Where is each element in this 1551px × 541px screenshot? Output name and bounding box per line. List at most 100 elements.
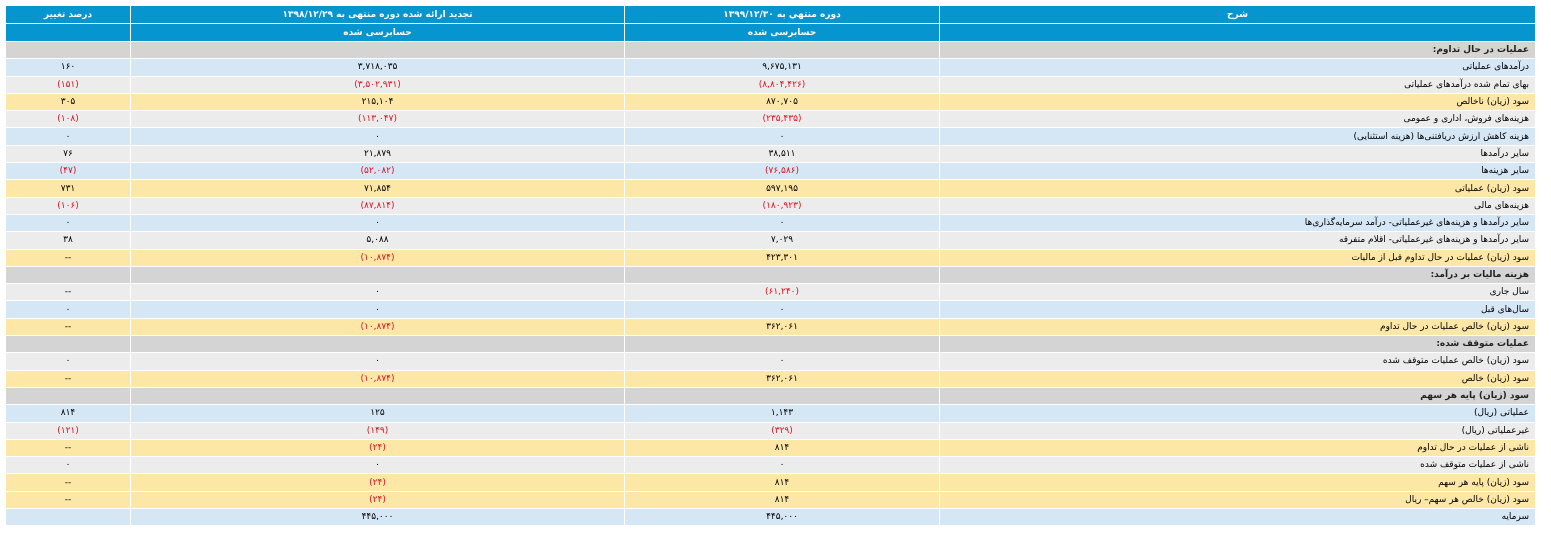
row-current-value: ۵۹۷,۱۹۵ — [624, 179, 940, 198]
row-previous-value — [130, 40, 625, 60]
header-current-status: حسابرسی شده — [624, 23, 940, 42]
row-current-value: ۰ — [624, 456, 940, 475]
row-change-percent: ۰ — [5, 456, 131, 475]
row-description: سرمايه — [939, 508, 1536, 527]
row-change-percent: -- — [5, 473, 131, 492]
header-current-period: دوره منتهي به ۱۳۹۹/۱۲/۳۰ — [624, 5, 940, 24]
table-row: سود (زيان) خالص عمليات متوقف شده ۰ ۰ ۰ — [5, 352, 1536, 371]
row-current-value: (۸,۸۰۴,۴۲۶) — [624, 75, 940, 94]
row-description: بهای تمام شده درآمدهای عملیاتی — [939, 75, 1536, 94]
table-row: بهای تمام شده درآمدهای عملیاتی (۸,۸۰۴,۴۲۶… — [5, 75, 1536, 94]
row-previous-value: ۰ — [130, 127, 625, 146]
row-description: هزينه‏‌هاى مالى — [939, 196, 1536, 215]
row-change-percent — [5, 265, 131, 285]
table-row: عملياتى (ريال) ۱,۱۴۳ ۱۲۵ ۸۱۴ — [5, 404, 1536, 423]
row-previous-value: (۲۴) — [130, 490, 625, 510]
row-current-value: ۰ — [624, 127, 940, 146]
row-previous-value: ۷۱,۸۵۴ — [130, 179, 625, 198]
row-previous-value: (۳,۵۰۲,۹۳۱) — [130, 75, 625, 94]
row-current-value — [624, 265, 940, 285]
row-change-percent: ۷۶ — [5, 144, 131, 164]
row-description: سود (زيان) خالص — [939, 369, 1536, 388]
row-previous-value: (۱۴۹) — [130, 421, 625, 440]
row-current-value: ۸۱۴ — [624, 473, 940, 492]
header-desc: شرح — [939, 5, 1536, 24]
row-current-value — [624, 386, 940, 406]
row-previous-value — [130, 386, 625, 406]
table-row: سرمايه ۴۴۵,۰۰۰ ۴۴۵,۰۰۰ — [5, 508, 1536, 527]
row-description: ساير درآمدها و هزينه‏‌هاى غيرعملياتى- اق… — [939, 231, 1536, 250]
section-header-row: هزينه ماليات بر درآمد: — [5, 265, 1536, 285]
row-previous-value: (۲۴) — [130, 438, 625, 458]
table-row: ساير درآمدها ۳۸,۵۱۱ ۲۱,۸۷۹ ۷۶ — [5, 144, 1536, 164]
row-description: سایر هزینه‌ها — [939, 162, 1536, 181]
row-change-percent: -- — [5, 248, 131, 267]
header-status-row: حسابرسی شده حسابرسی شده — [5, 23, 1536, 42]
row-current-value: (۳۲۹) — [624, 421, 940, 440]
row-current-value: (۲۳۵,۴۳۵) — [624, 110, 940, 129]
row-previous-value: (۱۰,۸۷۴) — [130, 369, 625, 388]
row-change-percent: -- — [5, 490, 131, 510]
row-current-value: ۴۴۵,۰۰۰ — [624, 508, 940, 527]
row-change-percent: ۸۱۴ — [5, 404, 131, 423]
row-description: ناشی از عملیات متوقف شده — [939, 456, 1536, 475]
row-description: عمليات متوقف شده: — [939, 335, 1536, 354]
header-change-percent: درصد تغییر — [5, 5, 131, 24]
row-change-percent: (۱۰۸) — [5, 110, 131, 129]
table-row: هزينه کاهش ارزش دريافتنى‏‌ها (هزينه استث… — [5, 127, 1536, 146]
row-description: ساير درآمدها — [939, 144, 1536, 164]
row-previous-value: ۴۴۵,۰۰۰ — [130, 508, 625, 527]
row-previous-value: (۲۴) — [130, 473, 625, 492]
row-change-percent: (۱۵۱) — [5, 75, 131, 94]
row-change-percent: (۱۰۶) — [5, 196, 131, 215]
table-row: سود (زيان) خالص ۳۶۲,۰۶۱ (۱۰,۸۷۴) -- — [5, 369, 1536, 388]
row-current-value: ۸۱۴ — [624, 490, 940, 510]
row-change-percent — [5, 335, 131, 354]
row-current-value: ۳۸,۵۱۱ — [624, 144, 940, 164]
row-description: سود (زيان) پایه هر سهم — [939, 473, 1536, 492]
row-current-value: (۱۸۰,۹۲۳) — [624, 196, 940, 215]
table-row: ساير درآمدها و هزينه‏‌هاى غيرعملياتى- در… — [5, 213, 1536, 233]
row-description: ناشی از عملیات در حال تداوم — [939, 438, 1536, 458]
table-row: سال جارى (۶۱,۲۴۰) ۰ -- — [5, 283, 1536, 302]
header-pct-blank — [5, 23, 131, 42]
row-change-percent: -- — [5, 438, 131, 458]
income-statement-table: شرح دوره منتهي به ۱۳۹۹/۱۲/۳۰ تجدید ارائه… — [5, 5, 1536, 527]
row-current-value — [624, 40, 940, 60]
row-change-percent: -- — [5, 317, 131, 337]
row-change-percent: -- — [5, 369, 131, 388]
row-previous-value: ۵,۰۸۸ — [130, 231, 625, 250]
section-header-row: عمليات متوقف شده: — [5, 335, 1536, 354]
table-row: سود (زيان) پایه هر سهم ۸۱۴ (۲۴) -- — [5, 473, 1536, 492]
financial-table-container: شرح دوره منتهي به ۱۳۹۹/۱۲/۳۰ تجدید ارائه… — [5, 5, 1536, 527]
row-change-percent: ۰ — [5, 300, 131, 319]
row-description: سال جارى — [939, 283, 1536, 302]
row-description: هزينه کاهش ارزش دريافتنى‏‌ها (هزينه استث… — [939, 127, 1536, 146]
row-previous-value: ۰ — [130, 456, 625, 475]
row-previous-value: ۰ — [130, 300, 625, 319]
row-change-percent: ۳۰۵ — [5, 92, 131, 112]
row-current-value: ۸۱۴ — [624, 438, 940, 458]
row-current-value: ۰ — [624, 300, 940, 319]
row-change-percent: ۰ — [5, 127, 131, 146]
row-previous-value: (۱۱۳,۰۴۷) — [130, 110, 625, 129]
table-body: عملیات در حال تداوم: درآمدهای عملیاتی ۹,۶۷… — [5, 40, 1536, 527]
table-row: ساير درآمدها و هزينه‏‌هاى غيرعملياتى- اق… — [5, 231, 1536, 250]
row-previous-value — [130, 265, 625, 285]
row-description: سال‌‏هاى قبل — [939, 300, 1536, 319]
row-current-value: (۶۱,۲۴۰) — [624, 283, 940, 302]
row-description: عملياتى (ريال) — [939, 404, 1536, 423]
row-description: سود (زيان) ناخالص — [939, 92, 1536, 112]
section-header-row: عملیات در حال تداوم: — [5, 40, 1536, 60]
row-change-percent: ۳۸ — [5, 231, 131, 250]
row-current-value: ۴۲۳,۳۰۱ — [624, 248, 940, 267]
table-row: سود (زيان) عملياتى ۵۹۷,۱۹۵ ۷۱,۸۵۴ ۷۳۱ — [5, 179, 1536, 198]
row-change-percent — [5, 386, 131, 406]
row-previous-value: (۱۰,۸۷۴) — [130, 248, 625, 267]
row-description: درآمدهای عملیاتی — [939, 58, 1536, 77]
row-current-value: ۱,۱۴۳ — [624, 404, 940, 423]
row-change-percent: ۰ — [5, 213, 131, 233]
table-row: سود (زيان) ناخالص ۸۷۰,۷۰۵ ۲۱۵,۱۰۴ ۳۰۵ — [5, 92, 1536, 112]
table-row: سود (زيان) عمليات در حال تداوم قبل از ما… — [5, 248, 1536, 267]
row-description: هزينه‏‌هاى فروش، ادارى و عمومى — [939, 110, 1536, 129]
